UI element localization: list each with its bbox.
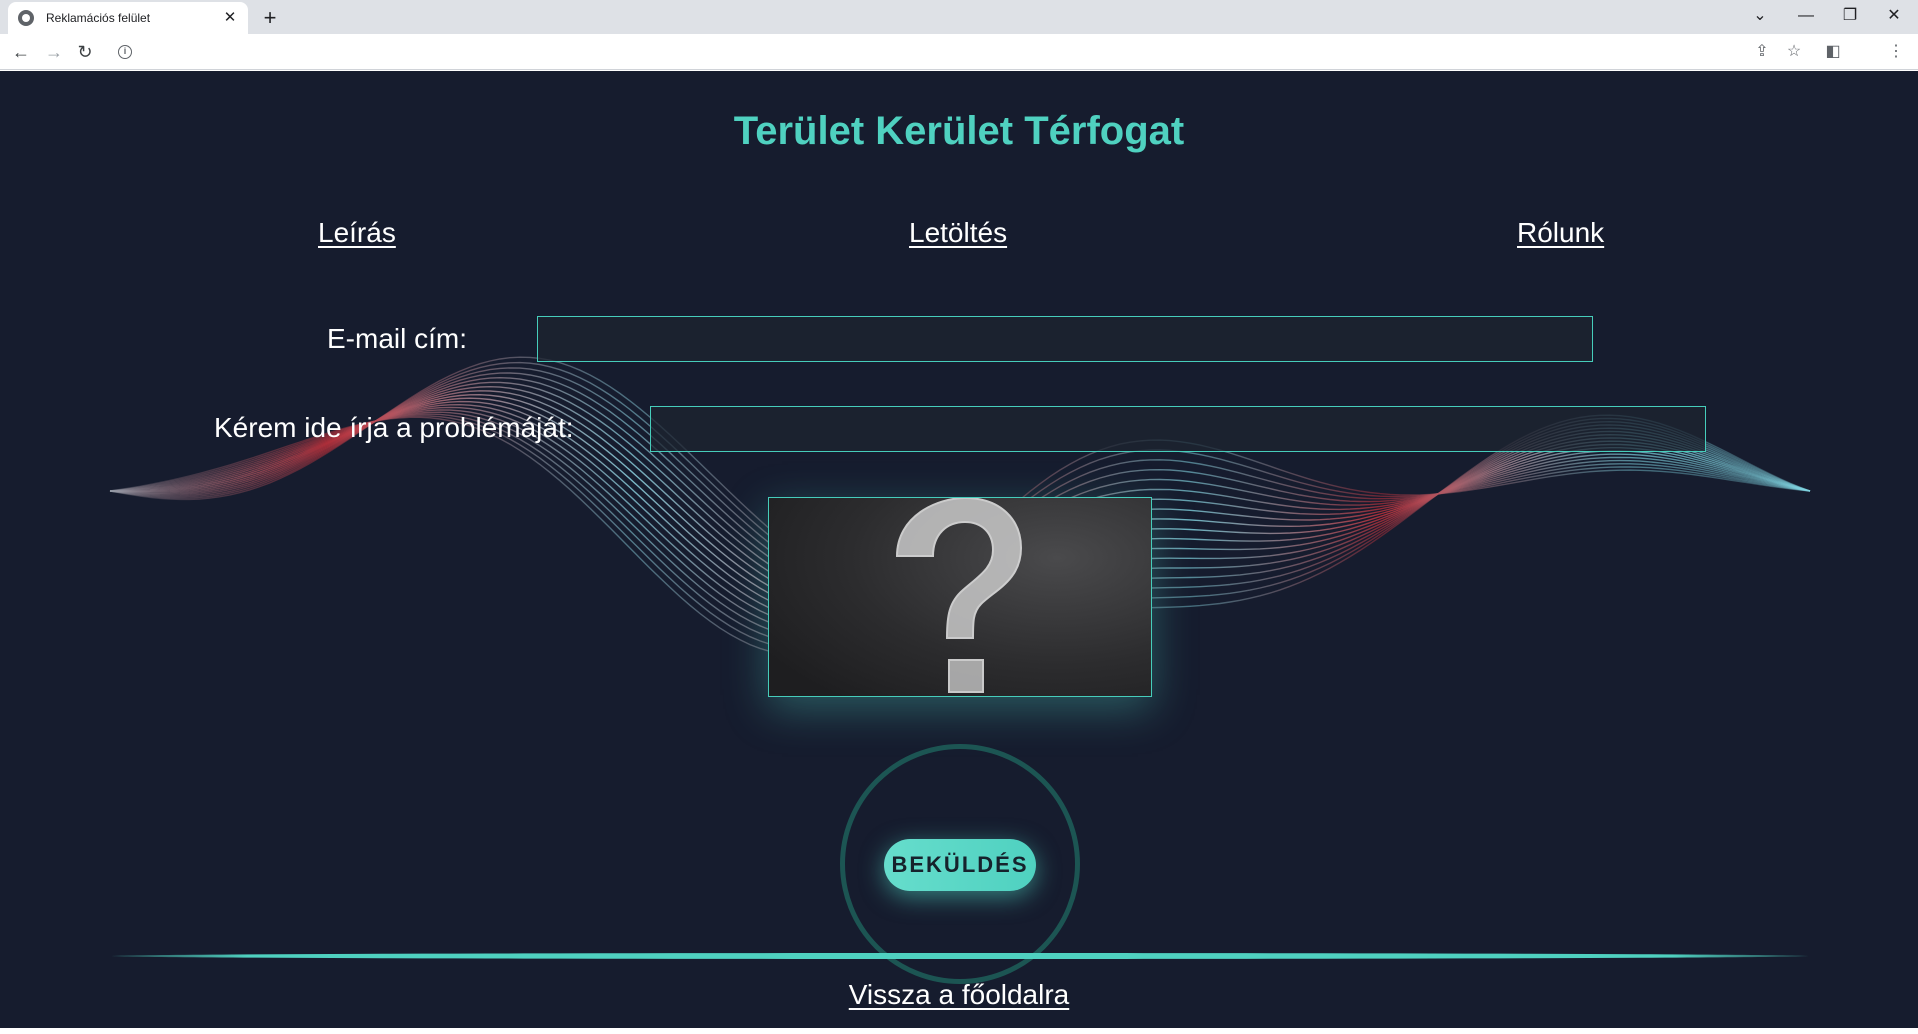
- nav-link-letoltes[interactable]: Letöltés: [909, 217, 1008, 248]
- info-icon[interactable]: i: [118, 45, 132, 59]
- tab-close-icon[interactable]: ✕: [223, 9, 237, 26]
- tab-title: Reklamációs felület: [46, 11, 151, 25]
- back-to-home-row: Vissza a főoldalra: [0, 979, 1918, 1011]
- close-window-button[interactable]: ✕: [1887, 7, 1901, 24]
- problem-field[interactable]: [650, 406, 1706, 452]
- address-url[interactable]: [140, 45, 410, 59]
- side-panel-icon[interactable]: ◧: [1825, 43, 1841, 60]
- browser-tab[interactable]: Reklamációs felület ✕: [8, 2, 248, 34]
- bookmark-star-icon[interactable]: ☆: [1786, 43, 1802, 60]
- decorative-ring: [840, 744, 1080, 984]
- forward-arrow-icon[interactable]: →: [45, 42, 63, 62]
- question-mark-icon: [769, 498, 1151, 696]
- back-arrow-icon[interactable]: ←: [12, 42, 30, 62]
- divider: [112, 953, 1808, 959]
- new-tab-button[interactable]: +: [263, 5, 277, 30]
- minimize-button[interactable]: —: [1798, 7, 1814, 24]
- reload-icon[interactable]: ↻: [77, 42, 93, 62]
- submit-button[interactable]: BEKÜLDÉS: [884, 839, 1036, 891]
- address-bar[interactable]: i: [110, 39, 1750, 65]
- page-title: Terület Kerület Térfogat: [733, 109, 1185, 153]
- email-label: E-mail cím:: [327, 323, 467, 354]
- globe-icon: [18, 10, 34, 26]
- tab-list-icon[interactable]: ⌄: [1753, 7, 1767, 24]
- email-field[interactable]: [537, 316, 1593, 362]
- page-content: Terület Kerület Térfogat Leírás Letöltés…: [0, 71, 1918, 1028]
- browser-toolbar: ← → ↻ i ⇪ ☆ ◧ ⋮: [0, 34, 1918, 70]
- share-icon[interactable]: ⇪: [1755, 43, 1769, 60]
- question-mark-image: [768, 497, 1152, 697]
- restore-button[interactable]: ❐: [1842, 7, 1858, 24]
- browser-tab-strip: Reklamációs felület ✕ + ⌄ — ❐ ✕: [0, 0, 1918, 34]
- browser-menu-icon[interactable]: ⋮: [1888, 43, 1904, 60]
- problem-label: Kérem ide írja a problémáját:: [214, 412, 574, 443]
- nav-link-rolunk[interactable]: Rólunk: [1517, 217, 1605, 248]
- nav-link-leiras[interactable]: Leírás: [318, 217, 396, 248]
- back-to-home-link[interactable]: Vissza a főoldalra: [848, 979, 1070, 1010]
- page-bottom-strip: [0, 1028, 1918, 1034]
